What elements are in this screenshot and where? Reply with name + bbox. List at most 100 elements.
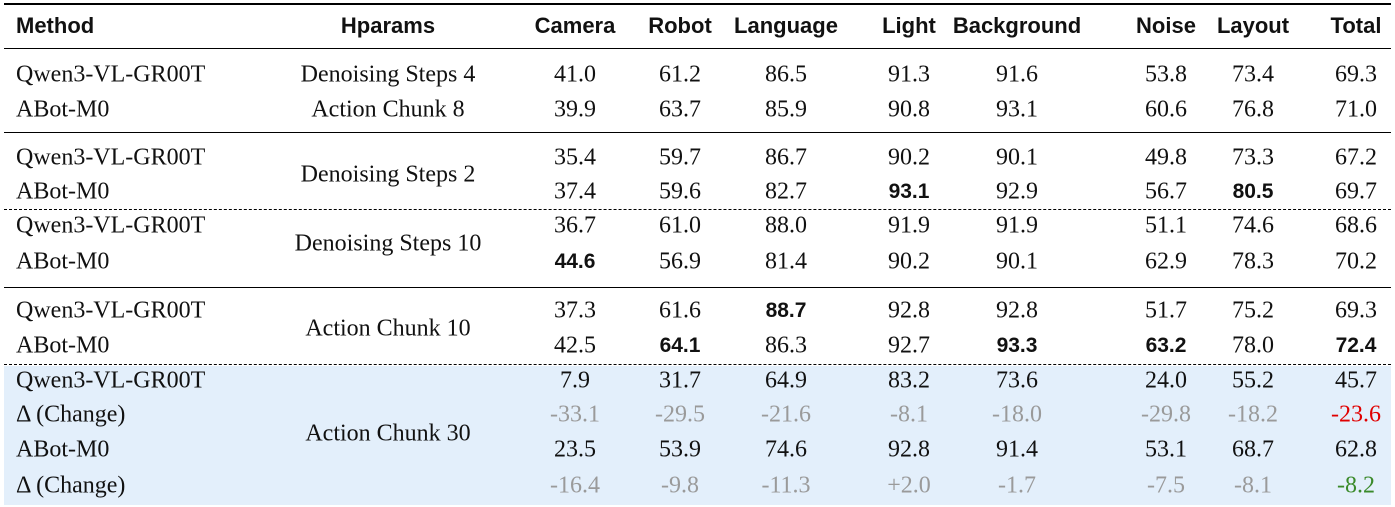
value-cell-camera: 23.5 [554,436,596,463]
top-rule [4,3,1391,5]
value-cell-layout: 80.5 [1232,180,1274,203]
value-cell-total: 71.0 [1335,96,1377,123]
value-cell-robot: -9.8 [661,472,699,499]
value-cell-camera: 37.4 [554,178,596,205]
value-cell-light: +2.0 [887,472,931,499]
column-header-light: Light [882,13,936,38]
value-cell-camera: -16.4 [550,472,600,499]
value-cell-robot: 61.0 [659,212,701,239]
value-cell-background: -1.7 [998,472,1036,499]
value-cell-language: 86.5 [765,61,807,88]
value-cell-camera: 36.7 [554,212,596,239]
value-cell-layout: 55.2 [1232,367,1274,394]
value-cell-language: -21.6 [761,401,811,428]
value-cell-language: 88.7 [765,299,807,322]
value-cell-layout: 73.3 [1232,144,1274,171]
dashed-rule [4,209,1391,210]
value-cell-layout: -8.1 [1234,472,1272,499]
value-cell-language: 81.4 [765,248,807,275]
value-cell-layout: 78.0 [1232,332,1274,359]
value-cell-layout: 68.7 [1232,436,1274,463]
value-cell-layout: 76.8 [1232,96,1274,123]
value-cell-light: 93.1 [888,180,930,203]
value-cell-total: 70.2 [1335,248,1377,275]
value-cell-camera: -33.1 [550,401,600,428]
value-cell-camera: 37.3 [554,297,596,324]
column-header-total: Total [1330,13,1382,38]
method-cell: Qwen3-VL-GR00T [16,212,206,239]
value-cell-language: 88.0 [765,212,807,239]
value-cell-language: 64.9 [765,367,807,394]
value-cell-robot: 61.2 [659,61,701,88]
value-cell-background: -18.0 [992,401,1042,428]
value-cell-camera: 42.5 [554,332,596,359]
value-cell-total: 72.4 [1335,334,1377,357]
method-cell: ABot-M0 [16,332,110,359]
method-cell: Qwen3-VL-GR00T [16,61,206,88]
value-cell-noise: 24.0 [1145,367,1187,394]
value-cell-total: 45.7 [1335,367,1377,394]
method-cell: Δ (Change) [16,472,126,499]
value-cell-light: 92.8 [888,297,930,324]
value-cell-robot: -29.5 [655,401,705,428]
value-cell-language: 85.9 [765,96,807,123]
column-header-language: Language [734,13,838,38]
value-cell-camera: 7.9 [560,367,590,394]
highlighted-section [4,366,1391,505]
value-cell-camera: 35.4 [554,144,596,171]
method-cell: ABot-M0 [16,96,110,123]
value-cell-total: 69.3 [1335,61,1377,88]
value-cell-layout: 74.6 [1232,212,1274,239]
value-cell-layout: 73.4 [1232,61,1274,88]
value-cell-light: 90.2 [888,248,930,275]
value-cell-noise: 62.9 [1145,248,1187,275]
column-header-layout: Layout [1216,13,1290,38]
hparams-cell: Action Chunk 30 [305,420,471,446]
value-cell-robot: 59.6 [659,178,701,205]
value-cell-background: 91.6 [996,61,1038,88]
column-header-hparams: Hparams [340,13,436,38]
value-cell-light: 90.2 [888,144,930,171]
value-cell-light: 92.8 [888,436,930,463]
value-cell-noise: -7.5 [1147,472,1185,499]
value-cell-noise: 49.8 [1145,144,1187,171]
value-cell-robot: 56.9 [659,248,701,275]
value-cell-total: 68.6 [1335,212,1377,239]
value-cell-light: 91.9 [888,212,930,239]
value-cell-layout: 78.3 [1232,248,1274,275]
value-cell-language: 82.7 [765,178,807,205]
column-header-camera: Camera [534,13,616,38]
value-cell-background: 90.1 [996,248,1038,275]
value-cell-background: 91.4 [996,436,1038,463]
value-cell-light: 91.3 [888,61,930,88]
value-cell-total: -23.6 [1331,401,1381,428]
value-cell-light: -8.1 [890,401,928,428]
value-cell-background: 73.6 [996,367,1038,394]
value-cell-total: 62.8 [1335,436,1377,463]
value-cell-total: 69.7 [1335,178,1377,205]
value-cell-light: 83.2 [888,367,930,394]
hparams-cell: Denoising Steps 4 [300,61,476,88]
method-cell: Qwen3-VL-GR00T [16,367,206,394]
group-rule [4,132,1391,133]
value-cell-robot: 53.9 [659,436,701,463]
value-cell-noise: 51.1 [1145,212,1187,239]
value-cell-noise: 63.2 [1145,334,1187,357]
hparams-cell: Denoising Steps 2 [300,161,476,188]
method-cell: Qwen3-VL-GR00T [16,144,206,171]
value-cell-layout: 75.2 [1232,297,1274,324]
value-cell-total: -8.2 [1337,472,1375,499]
column-header-robot: Robot [648,13,712,38]
value-cell-noise: -29.8 [1141,401,1191,428]
value-cell-total: 67.2 [1335,144,1377,171]
value-cell-background: 91.9 [996,212,1038,239]
value-cell-noise: 56.7 [1145,178,1187,205]
value-cell-noise: 53.1 [1145,436,1187,463]
value-cell-background: 93.1 [996,96,1038,123]
value-cell-language: 86.7 [765,144,807,171]
value-cell-noise: 51.7 [1145,297,1187,324]
method-cell: Qwen3-VL-GR00T [16,297,206,324]
value-cell-camera: 39.9 [554,96,596,123]
value-cell-language: 74.6 [765,436,807,463]
value-cell-background: 93.3 [996,334,1038,357]
